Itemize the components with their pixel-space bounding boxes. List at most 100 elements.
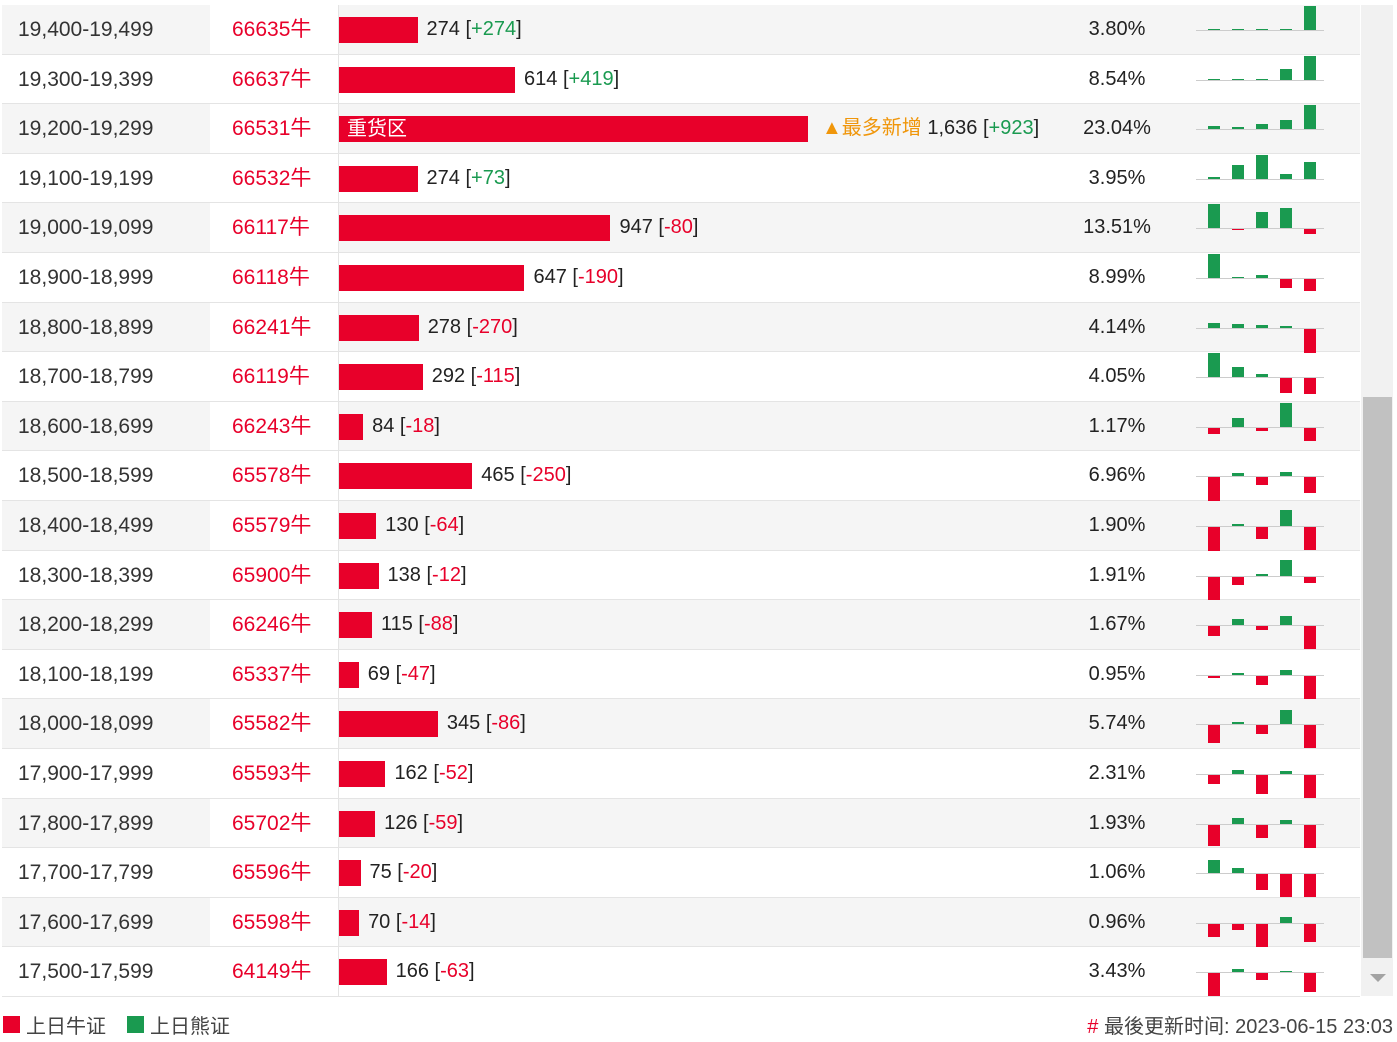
table-row[interactable]: 17,700-17,799 65596牛 75 [-20] 1.06% — [2, 848, 1360, 898]
warrant-code-link[interactable]: 66119牛 — [232, 365, 310, 389]
table-row[interactable]: 18,000-18,099 65582牛 345 [-86] 5.74% — [2, 699, 1360, 749]
quantity-change: -52 — [438, 761, 468, 784]
sparkline-chart — [1196, 402, 1324, 451]
table-row[interactable]: 18,600-18,699 66243牛 84 [-18] 1.17% — [2, 401, 1360, 452]
scroll-down-arrow-icon[interactable] — [1370, 974, 1386, 982]
footer: 上日牛证 上日熊证 # 最後更新时间: 2023-06-15 23:03 — [0, 1008, 1397, 1038]
quantity-bar — [339, 612, 372, 639]
sparkline-chart — [1196, 600, 1324, 650]
quantity-bar — [339, 562, 379, 589]
sparkline-bar — [1256, 675, 1268, 685]
table-row[interactable]: 17,900-17,999 65593牛 162 [-52] 2.31% — [2, 748, 1360, 799]
bull-swatch-icon — [3, 1016, 20, 1033]
warrant-code-link[interactable]: 66241牛 — [232, 315, 312, 339]
quantity: 166 — [395, 960, 429, 983]
sparkline-bar — [1304, 725, 1316, 749]
sparkline-bar — [1256, 427, 1268, 431]
sparkline-bar — [1256, 154, 1268, 179]
warrant-code-link[interactable]: 66635牛 — [232, 18, 312, 41]
warrant-code-link[interactable]: 66118牛 — [232, 265, 310, 289]
quantity: 69 — [367, 662, 391, 685]
quantity-value: 115 [-88] — [380, 613, 459, 636]
table-row[interactable]: 19,200-19,299 66531牛 重货区 ▲最多新增 1,636 [+9… — [2, 104, 1360, 154]
warrant-code-link[interactable]: 65593牛 — [232, 761, 312, 785]
sparkline-baseline — [1196, 228, 1324, 230]
warrant-code-link[interactable]: 66637牛 — [232, 67, 312, 91]
most-added-tag: ▲最多新增 — [822, 117, 922, 140]
table-row[interactable]: 19,100-19,199 66532牛 274 [+73] 3.95% — [2, 153, 1360, 204]
warrant-code-link[interactable]: 65582牛 — [232, 712, 312, 736]
warrant-code-link[interactable]: 66243牛 — [232, 414, 312, 438]
table-row[interactable]: 18,900-18,999 66118牛 647 [-190] 8.99% — [2, 252, 1360, 303]
sparkline-bar — [1280, 916, 1292, 923]
sparkline-bar — [1280, 29, 1292, 30]
table-row[interactable]: 18,200-18,299 66246牛 115 [-88] 1.67% — [2, 600, 1360, 650]
percentage: 2.31% — [1088, 761, 1146, 784]
sparkline-chart — [1196, 749, 1324, 798]
sparkline-bar — [1304, 427, 1316, 441]
quantity-bar — [339, 165, 418, 192]
scrollbar[interactable] — [1361, 5, 1393, 996]
sparkline-bar — [1208, 204, 1220, 229]
percentage: 1.06% — [1088, 861, 1146, 884]
price-range: 18,400-18,499 — [18, 513, 154, 537]
warrant-code-link[interactable]: 65579牛 — [232, 513, 312, 537]
warrant-code-link[interactable]: 65337牛 — [232, 662, 312, 686]
table-row[interactable]: 17,800-17,899 65702牛 126 [-59] 1.93% — [2, 798, 1360, 849]
table-row[interactable]: 19,000-19,099 66117牛 947 [-80] 13.51% — [2, 203, 1360, 253]
sparkline-bar — [1208, 923, 1220, 937]
warrant-code-link[interactable]: 65598牛 — [232, 910, 312, 934]
quantity-change: +73 — [471, 166, 505, 189]
warrant-code-link[interactable]: 65702牛 — [232, 811, 312, 835]
sparkline-chart — [1196, 650, 1324, 699]
quantity-value: 274 [+73] — [426, 166, 511, 189]
warrant-code-link[interactable]: 65596牛 — [232, 861, 312, 885]
sparkline-bar — [1280, 173, 1292, 179]
table-row[interactable]: 18,100-18,199 65337牛 69 [-47] 0.95% — [2, 649, 1360, 700]
warrant-code-link[interactable]: 66246牛 — [232, 613, 312, 637]
sparkline-bar — [1256, 626, 1268, 631]
sparkline-bar — [1232, 473, 1244, 477]
warrant-code-link[interactable]: 65900牛 — [232, 563, 312, 587]
sparkline-bar — [1232, 722, 1244, 725]
sparkline-baseline — [1196, 79, 1324, 81]
sparkline-chart — [1196, 104, 1324, 153]
scrollbar-thumb[interactable] — [1363, 397, 1392, 958]
table-row[interactable]: 19,400-19,499 66635牛 274 [+274] 3.80% — [2, 5, 1360, 55]
table-row[interactable]: 17,500-17,599 64149牛 166 [-63] 3.43% — [2, 947, 1360, 997]
sparkline-bar — [1280, 770, 1292, 774]
price-range: 18,200-18,299 — [18, 613, 154, 637]
warrant-code-link[interactable]: 66531牛 — [232, 117, 312, 141]
sparkline-bar — [1280, 402, 1292, 427]
sparkline-baseline — [1196, 823, 1324, 825]
sparkline-baseline — [1196, 129, 1324, 131]
warrant-code-link[interactable]: 64149牛 — [232, 960, 312, 984]
table-row[interactable]: 18,300-18,399 65900牛 138 [-12] 1.91% — [2, 550, 1360, 601]
quantity-value: 647 [-190] — [533, 265, 624, 288]
quantity-bar — [339, 215, 611, 242]
price-range: 17,700-17,799 — [18, 861, 154, 885]
sparkline-bar — [1208, 860, 1220, 874]
warrant-code-link[interactable]: 66532牛 — [232, 166, 312, 190]
table-row[interactable]: 17,600-17,699 65598牛 70 [-14] 0.96% — [2, 897, 1360, 948]
quantity: 70 — [368, 910, 391, 933]
sparkline-bar — [1208, 353, 1220, 378]
table-row[interactable]: 19,300-19,399 66637牛 614 [+419] 8.54% — [2, 54, 1360, 105]
sparkline-bar — [1208, 78, 1220, 80]
sparkline-chart — [1196, 253, 1324, 302]
sparkline-chart — [1196, 5, 1324, 54]
sparkline-bar — [1256, 78, 1268, 80]
table-row[interactable]: 18,700-18,799 66119牛 292 [-115] 4.05% — [2, 352, 1360, 402]
sparkline-bar — [1256, 274, 1268, 278]
sparkline-chart — [1196, 352, 1324, 401]
warrant-code-link[interactable]: 65578牛 — [232, 464, 312, 488]
table-row[interactable]: 18,800-18,899 66241牛 278 [-270] 4.14% — [2, 302, 1360, 353]
table-row[interactable]: 18,400-18,499 65579牛 130 [-64] 1.90% — [2, 500, 1360, 551]
table-row[interactable]: 18,500-18,599 65578牛 465 [-250] 6.96% — [2, 451, 1360, 502]
sparkline-bar — [1304, 477, 1316, 494]
sparkline-chart — [1196, 947, 1324, 997]
warrant-code-link[interactable]: 66117牛 — [232, 216, 310, 240]
quantity-change: -88 — [423, 613, 453, 636]
sparkline-bar — [1256, 324, 1268, 328]
quantity-change: -63 — [440, 960, 469, 983]
